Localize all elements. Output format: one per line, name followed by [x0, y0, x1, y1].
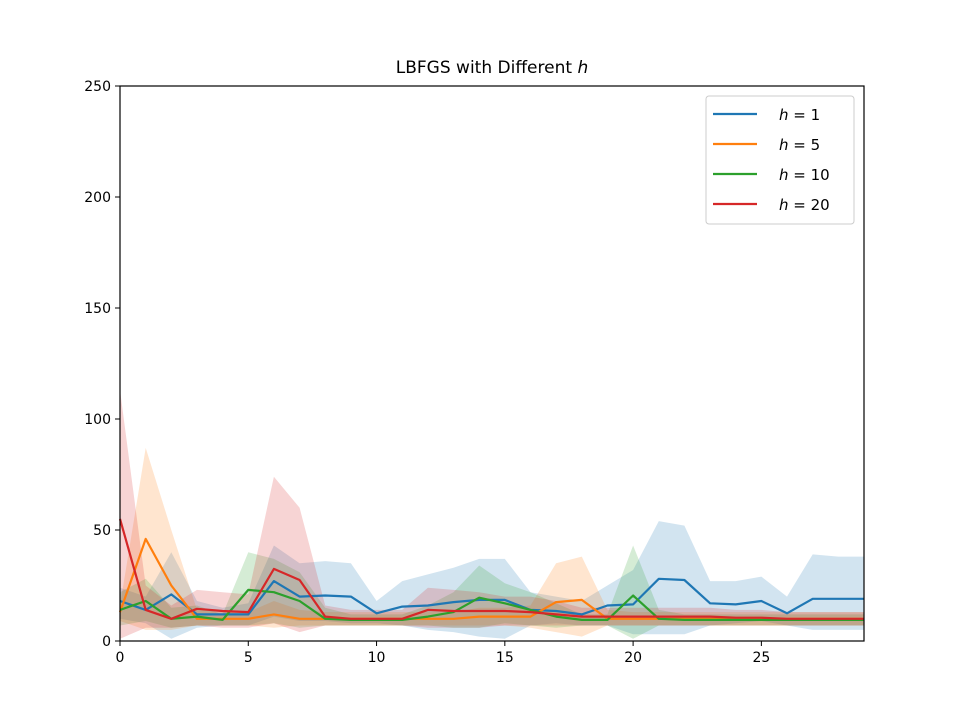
chart-title: LBFGS with Different h [396, 58, 588, 78]
series-lines [118, 518, 864, 622]
legend-label-0: h = 1 [779, 106, 820, 124]
y-tick-label-5: 250 [84, 79, 111, 95]
legend-label-2: h = 10 [779, 166, 830, 184]
chart-title-text: LBFGS with Different [396, 58, 573, 78]
legend-box [705, 95, 855, 225]
legend-label-3: h = 20 [779, 196, 830, 214]
chart-title-variable: h [577, 58, 588, 78]
band-series-3 [120, 390, 864, 639]
y-tick-label-1: 50 [93, 523, 111, 539]
line-series-3 [118, 518, 864, 620]
band-series-2 [120, 545, 864, 639]
y-tick-label-0: 0 [102, 634, 111, 650]
x-tick-label-2: 10 [368, 650, 386, 666]
x-tick-label-3: 15 [496, 650, 514, 666]
x-tick-label-5: 25 [752, 650, 770, 666]
x-axis-ticks: 0 5 10 15 20 25 [116, 641, 770, 666]
y-tick-label-4: 200 [84, 190, 111, 206]
x-tick-label-0: 0 [116, 650, 125, 666]
band-series-0 [120, 521, 864, 639]
x-tick-label-1: 5 [244, 650, 253, 666]
plot-frame [119, 85, 865, 642]
y-tick-label-3: 150 [84, 301, 111, 317]
line-series-2 [119, 588, 864, 622]
x-tick-label-4: 20 [624, 650, 642, 666]
legend: h = 1 h = 5 h = 10 h = 20 [705, 95, 855, 225]
legend-label-1: h = 5 [779, 136, 820, 154]
y-tick-label-2: 100 [84, 412, 111, 428]
y-axis-ticks: 0 50 100 150 200 250 [84, 79, 120, 650]
